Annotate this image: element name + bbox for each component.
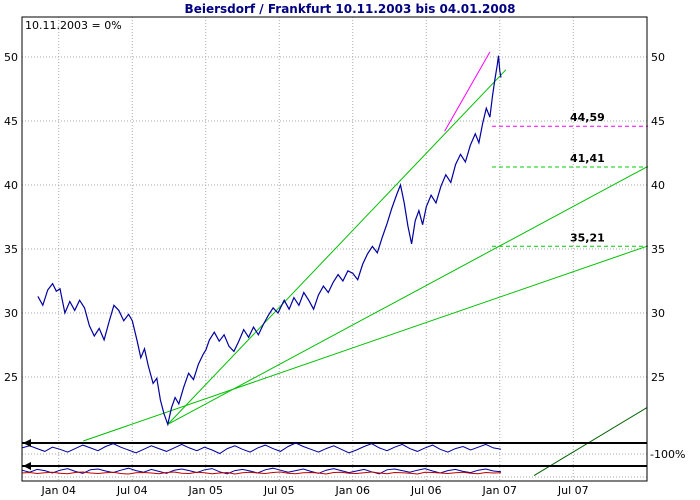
y-axis-label-right: 40 xyxy=(651,179,665,192)
y-axis-label-left: 40 xyxy=(4,179,18,192)
middle-uptrend-line xyxy=(167,166,647,425)
chart-title: Beiersdorf / Frankfurt 10.11.2003 bis 04… xyxy=(184,2,516,16)
x-axis-label: Jul 06 xyxy=(410,484,442,497)
indicator-right-label: -100% xyxy=(650,448,685,461)
y-axis-label-left: 25 xyxy=(4,371,18,384)
y-axis-label-right: 25 xyxy=(651,371,665,384)
x-axis-label: Jul 07 xyxy=(557,484,589,497)
left-axis-marker-arrow xyxy=(23,439,31,447)
y-axis-label-left: 30 xyxy=(4,307,18,320)
lower-right-line xyxy=(533,407,647,476)
y-axis-label-right: 30 xyxy=(651,307,665,320)
plot-border xyxy=(21,16,648,482)
x-axis-label: Jan 07 xyxy=(482,484,517,497)
y-axis-label-left: 35 xyxy=(4,243,18,256)
oscillator-lower-red xyxy=(21,471,502,475)
target-level-label: 41,41 xyxy=(570,152,605,165)
magenta-peak-line xyxy=(444,51,491,132)
steep-uptrend-line xyxy=(167,69,507,425)
x-axis-label: Jan 04 xyxy=(41,484,76,497)
y-axis-label-right: 35 xyxy=(651,243,665,256)
x-axis-label: Jul 04 xyxy=(116,484,148,497)
left-axis-marker-arrow xyxy=(23,462,31,470)
oscillator-lower-blue xyxy=(21,467,502,475)
x-axis-label: Jan 06 xyxy=(335,484,370,497)
y-axis-label-right: 45 xyxy=(651,115,665,128)
y-axis-label-right: 50 xyxy=(651,51,665,64)
y-axis-label-left: 45 xyxy=(4,115,18,128)
target-level-label: 44,59 xyxy=(570,111,605,124)
x-axis-label: Jul 05 xyxy=(263,484,295,497)
shallow-uptrend-line xyxy=(83,245,647,442)
baseline-note: 10.11.2003 = 0% xyxy=(25,19,122,32)
target-level-label: 35,21 xyxy=(570,231,605,244)
y-axis-label-left: 50 xyxy=(4,51,18,64)
oscillator-upper-blue xyxy=(21,442,502,455)
x-axis-label: Jan 05 xyxy=(188,484,223,497)
price-line xyxy=(37,55,502,427)
